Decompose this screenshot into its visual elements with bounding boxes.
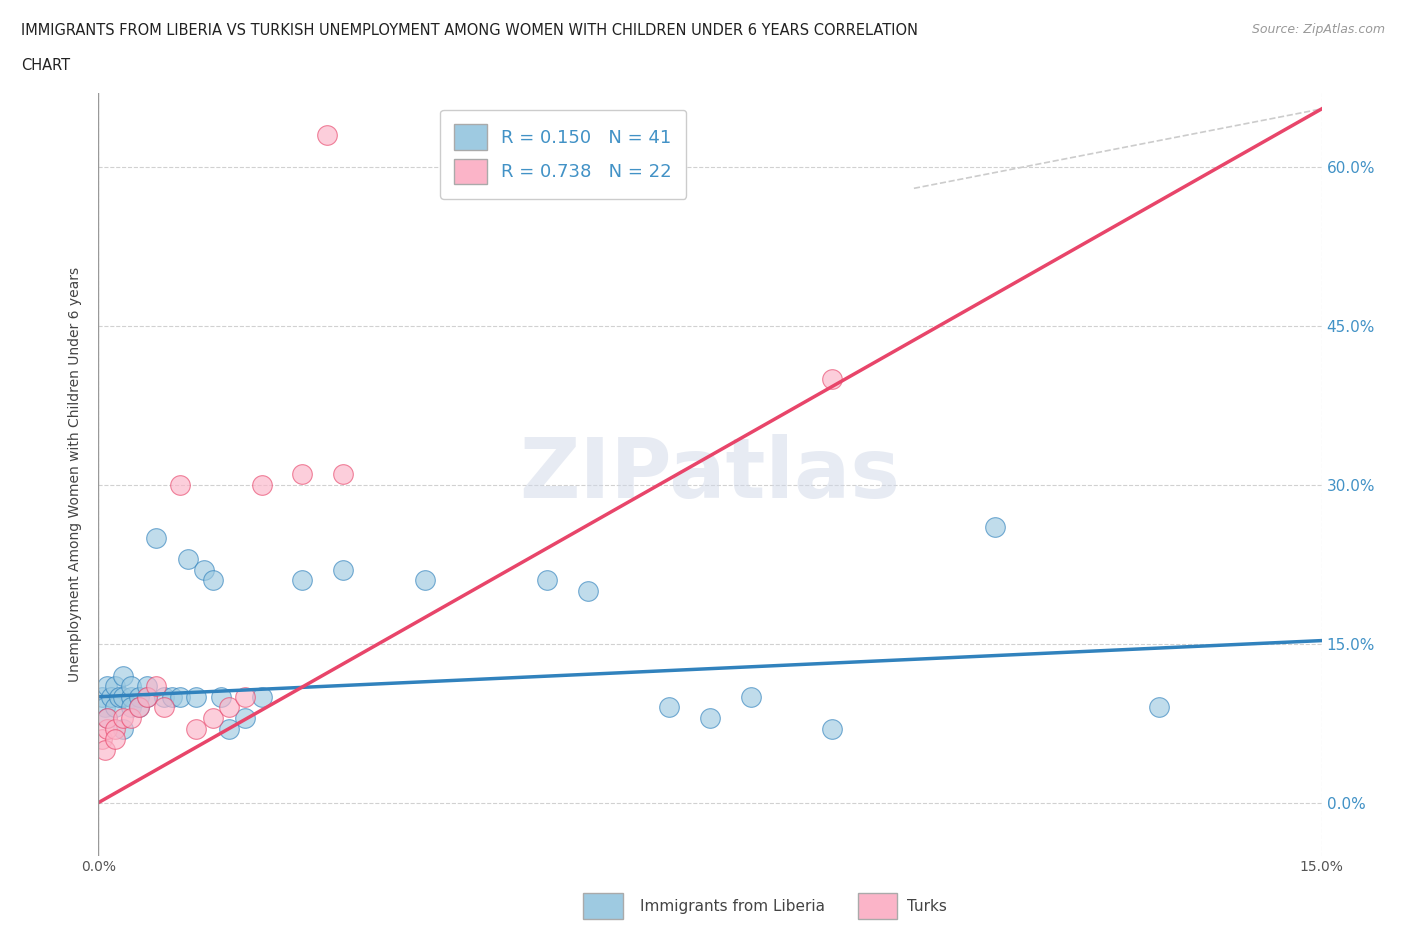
Point: [111, 721, 134, 736]
Point: [152, 700, 174, 715]
Point: [136, 689, 159, 704]
Point: [291, 467, 314, 482]
Text: ZIPatlas: ZIPatlas: [520, 433, 900, 515]
Point: [128, 689, 150, 704]
Point: [218, 721, 240, 736]
Point: [94, 700, 117, 715]
Point: [96, 711, 118, 725]
Point: [177, 551, 200, 566]
Point: [536, 573, 558, 588]
Point: [152, 689, 174, 704]
Point: [111, 668, 134, 683]
Point: [100, 689, 122, 704]
Text: Turks: Turks: [907, 899, 946, 914]
Point: [94, 742, 117, 757]
Point: [658, 700, 681, 715]
Point: [111, 689, 134, 704]
Point: [821, 372, 844, 387]
Point: [413, 573, 436, 588]
Point: [120, 711, 142, 725]
Point: [104, 679, 127, 694]
Point: [108, 689, 131, 704]
Point: [193, 563, 215, 578]
Point: [91, 689, 114, 704]
Point: [136, 689, 159, 704]
Point: [821, 721, 844, 736]
Point: [96, 679, 118, 694]
Point: [209, 689, 232, 704]
Point: [91, 732, 114, 747]
Point: [332, 467, 354, 482]
Point: [160, 689, 183, 704]
Point: [984, 520, 1007, 535]
Point: [128, 700, 150, 715]
Point: [145, 679, 167, 694]
Text: IMMIGRANTS FROM LIBERIA VS TURKISH UNEMPLOYMENT AMONG WOMEN WITH CHILDREN UNDER : IMMIGRANTS FROM LIBERIA VS TURKISH UNEMP…: [21, 23, 918, 38]
Point: [104, 721, 127, 736]
Point: [120, 700, 142, 715]
Point: [120, 679, 142, 694]
Text: Source: ZipAtlas.com: Source: ZipAtlas.com: [1251, 23, 1385, 36]
Point: [233, 689, 256, 704]
Point: [104, 700, 127, 715]
Point: [96, 711, 118, 725]
Point: [201, 573, 224, 588]
Point: [104, 732, 127, 747]
Point: [291, 573, 314, 588]
Point: [576, 583, 599, 598]
Text: Immigrants from Liberia: Immigrants from Liberia: [640, 899, 825, 914]
Legend: R = 0.150   N = 41, R = 0.738   N = 22: R = 0.150 N = 41, R = 0.738 N = 22: [440, 110, 686, 199]
Point: [186, 721, 208, 736]
Point: [111, 711, 134, 725]
Text: CHART: CHART: [21, 58, 70, 73]
Point: [233, 711, 256, 725]
Point: [250, 477, 273, 492]
Point: [169, 689, 191, 704]
Point: [128, 700, 150, 715]
Point: [145, 530, 167, 545]
Point: [201, 711, 224, 725]
Point: [250, 689, 273, 704]
Point: [1147, 700, 1170, 715]
Point: [169, 477, 191, 492]
Y-axis label: Unemployment Among Women with Children Under 6 years: Unemployment Among Women with Children U…: [69, 267, 83, 682]
Point: [120, 689, 142, 704]
Point: [332, 563, 354, 578]
Point: [315, 128, 337, 143]
Point: [740, 689, 762, 704]
Point: [96, 721, 118, 736]
Point: [186, 689, 208, 704]
Point: [218, 700, 240, 715]
Point: [699, 711, 721, 725]
Point: [136, 679, 159, 694]
